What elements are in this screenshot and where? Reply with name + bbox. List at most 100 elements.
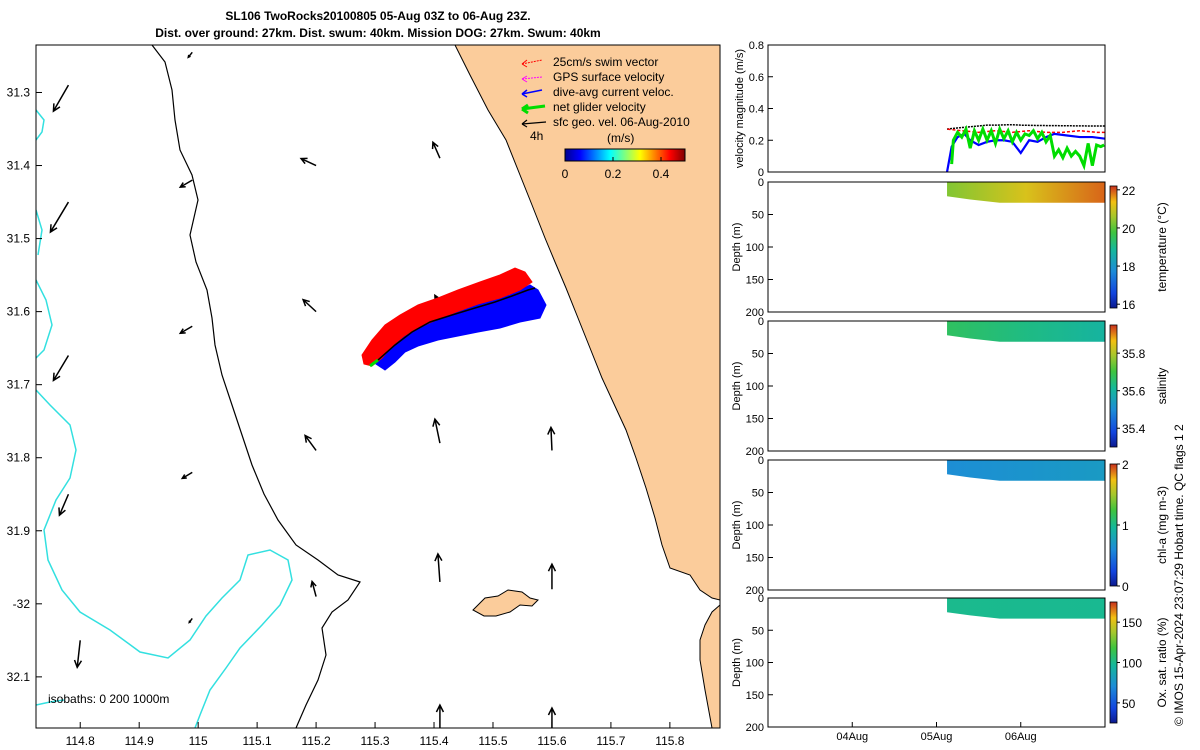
map-panel: SL106 TwoRocks20100805 05-Aug 03Z to 06-… (7, 9, 721, 748)
speed-colorbar-tick-label: 0 (562, 167, 569, 181)
geo-velocity-arrow (547, 562, 557, 590)
geo-velocity-arrow (435, 703, 445, 728)
legend-label-geo: sfc geo. vel. 06-Aug-2010 (553, 115, 690, 129)
profile-colorbar-tick-label: 20 (1122, 222, 1136, 236)
geo-vector-layer (49, 51, 557, 728)
map-legend: 25cm/s swim vector GPS surface velocity … (521, 55, 690, 181)
net-glider-track (369, 358, 379, 368)
map-x-tick-label: 115.1 (243, 734, 272, 748)
profile-y-tick-label: 150 (746, 275, 764, 287)
time-x-tick-label: 05Aug (921, 731, 953, 743)
profile-y-tick-label: 100 (746, 242, 764, 254)
profile-y-tick-label: 200 (746, 722, 764, 734)
geo-velocity-arrow (310, 579, 317, 597)
velocity-y-tick-label: 0.2 (749, 135, 764, 147)
map-x-tick-label: 115.3 (360, 734, 389, 748)
profile-y-tick-label: 0 (758, 316, 764, 328)
profile-colorbar-label: temperature (°C) (1155, 202, 1169, 292)
velocity-series-3 (950, 124, 1105, 171)
map-x-tick-label: 115.7 (596, 734, 625, 748)
profile-y-tick-label: 50 (752, 488, 764, 500)
isobath-200m-4 (36, 389, 293, 728)
swim-vector-cloud (361, 267, 533, 367)
map-y-tick-label: 31.3 (7, 85, 31, 99)
map-y-tick-label: 31.7 (7, 378, 31, 392)
profile-colorbar-tick-label: 22 (1122, 184, 1136, 198)
profile-colorbar (1109, 601, 1118, 724)
profile-panel-2: 0 50 100 150 200 Depth (m) 0 1 2 chl-a (mg m-3) (731, 455, 1169, 597)
geo-velocity-arrow (73, 640, 83, 670)
profile-colorbar-tick-label: 35.4 (1122, 422, 1146, 436)
geo-velocity-arrow (187, 51, 193, 59)
map-x-tick-label: 114.9 (125, 734, 154, 748)
legend-label-net: net glider velocity (553, 100, 646, 114)
profile-ylabel: Depth (m) (731, 638, 743, 687)
profile-colorbar-label: Ox. sat. ratio (%) (1155, 617, 1169, 707)
profile-y-tick-label: 50 (752, 625, 764, 637)
legend-item-net: net glider velocity (521, 100, 646, 115)
isobath-200m-3 (36, 279, 53, 359)
profile-y-tick-label: 0 (758, 177, 764, 189)
profile-panel-3: 0 50 100 150 200 Depth (m) 50 100 150 Ox. sat. ra… (731, 593, 1169, 734)
profile-y-tick-label: 200 (746, 307, 764, 319)
colorbar-unit-label: (m/s) (607, 131, 634, 145)
profile-colorbar-label: salinity (1155, 368, 1169, 405)
legend-time-label: 4h (530, 129, 543, 143)
map-y-tick-label: 31.6 (7, 305, 31, 319)
profile-colorbar-tick-label: 0 (1122, 580, 1129, 594)
glider-track (361, 267, 547, 371)
profile-y-tick-label: 100 (746, 381, 764, 393)
profile-ylabel: Depth (m) (731, 362, 743, 411)
profile-colorbar-tick-label: 150 (1122, 616, 1142, 630)
time-x-ticks: 04Aug 05Aug 06Aug (836, 722, 1037, 743)
profile-colorbar (1109, 463, 1118, 587)
velocity-ylabel: velocity magnitude (m/s) (734, 49, 746, 168)
profile-y-tick-label: 0 (758, 455, 764, 467)
profile-colorbar-tick-label: 35.8 (1122, 347, 1146, 361)
profile-colorbar (1109, 185, 1118, 309)
profile-data-field (947, 182, 1105, 203)
map-y-tick-label: 31.4 (7, 159, 31, 173)
profile-y-tick-label: 150 (746, 414, 764, 426)
geo-velocity-arrow (52, 355, 70, 382)
isobath-200m-5 (36, 699, 65, 706)
geo-velocity-arrow (49, 201, 70, 234)
geo-velocity-arrow (52, 84, 70, 113)
map-title-line2: Dist. over ground: 27km. Dist. swum: 40k… (155, 26, 600, 40)
legend-label-swim: 25cm/s swim vector (553, 55, 658, 69)
speed-colorbar-tick-label: 0.2 (605, 167, 622, 181)
profile-y-tick-label: 100 (746, 520, 764, 532)
profile-y-tick-label: 200 (746, 585, 764, 597)
map-x-tick-label: 115.5 (478, 734, 507, 748)
legend-item-swim: 25cm/s swim vector (521, 55, 658, 69)
legend-label-gps: GPS surface velocity (553, 70, 664, 84)
map-x-tick-label: 115.8 (655, 734, 684, 748)
profile-colorbar-tick-label: 100 (1122, 657, 1142, 671)
geo-velocity-arrow (180, 471, 193, 480)
isobath-200m (36, 109, 45, 141)
map-x-tick-label: 115.2 (302, 734, 331, 748)
velocity-y-tick-label: 0.4 (749, 104, 764, 116)
map-x-ticks: 114.8 114.9 115 115.1 115.2 115.3 115.4 115.5 11… (66, 722, 685, 748)
map-x-tick-label: 115.6 (537, 734, 566, 748)
land-south (699, 604, 720, 728)
time-x-tick-label: 06Aug (1005, 731, 1037, 743)
isobath-200m-2 (36, 209, 43, 256)
velocity-series-1 (947, 128, 1105, 134)
legend-label-dive-avg: dive-avg current veloc. (553, 85, 674, 99)
profile-y-tick-label: 100 (746, 658, 764, 670)
velocity-y-tick-label: 0 (758, 167, 764, 179)
profile-colorbar-tick-label: 16 (1122, 298, 1136, 312)
profile-colorbar (1109, 324, 1118, 448)
geo-velocity-arrow (304, 434, 317, 451)
speed-colorbar-ticks: 0 0.2 0.4 (562, 157, 670, 181)
map-y-ticks: 31.3 31.4 31.5 31.6 31.7 31.8 31.9 -32 32.1 (7, 85, 42, 684)
legend-item-gps: GPS surface velocity (521, 70, 664, 84)
profile-y-tick-label: 50 (752, 210, 764, 222)
isobath-0m (151, 45, 361, 728)
profile-data-field (947, 598, 1105, 619)
legend-item-dive-avg: dive-avg current veloc. (521, 85, 674, 99)
speed-colorbar-tick-label: 0.4 (653, 167, 670, 181)
velocity-y-tick-label: 0.8 (749, 40, 764, 52)
